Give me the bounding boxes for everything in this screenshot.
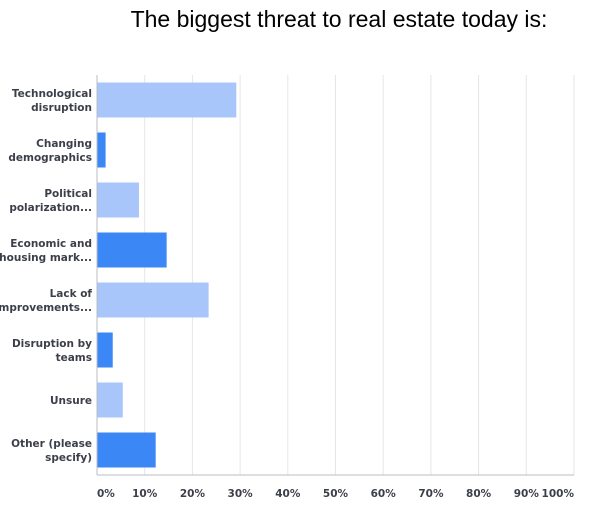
category-label: Changing demographics — [8, 138, 92, 164]
category-label: Unsure — [50, 395, 92, 407]
category-label: Other (please specify) — [11, 438, 92, 464]
category-label-line: Disruption by — [12, 338, 92, 350]
x-tick-label: 40% — [275, 488, 301, 500]
category-label-line: Political — [44, 188, 92, 200]
x-tick-labels: 0% 10% 20% 30% 40% 50% 60% 70% 80% 90% 100% — [97, 488, 574, 500]
category-label-line: Lack of — [50, 288, 93, 300]
bar — [97, 232, 167, 268]
category-labels: Technological disruption Changing demograph… — [0, 88, 92, 464]
bar — [97, 432, 156, 468]
category-label-line: disruption — [31, 102, 92, 114]
category-label-line: teams — [56, 352, 92, 364]
x-tick-label: 80% — [466, 488, 492, 500]
x-tick-label: 10% — [132, 488, 158, 500]
bar — [97, 132, 106, 168]
x-tick-label: 30% — [228, 488, 254, 500]
bar — [97, 282, 209, 318]
category-label-line: Unsure — [50, 395, 92, 407]
chart-title: The biggest threat to real estate today … — [130, 6, 548, 32]
category-label-line: Technological — [12, 88, 92, 100]
bar — [97, 332, 113, 368]
category-label-line: Changing — [36, 138, 92, 150]
category-label: Disruption by teams — [12, 338, 92, 364]
category-label-line: demographics — [8, 152, 92, 164]
bar — [97, 82, 237, 118]
category-label-line: specify) — [45, 452, 92, 464]
bar — [97, 182, 139, 218]
category-label-line: Other (please — [11, 438, 92, 450]
x-tick-label: 0% — [97, 488, 115, 500]
x-tick-label: 60% — [371, 488, 397, 500]
axes — [96, 75, 574, 476]
x-tick-label: 70% — [418, 488, 444, 500]
x-tick-label: 90% — [514, 488, 540, 500]
bars — [97, 82, 237, 468]
category-label-line: polarization... — [9, 202, 92, 214]
grid-lines — [144, 75, 575, 475]
bar — [97, 382, 123, 418]
x-tick-label: 100% — [542, 488, 575, 500]
category-label: Lack of improvements... — [0, 288, 92, 314]
category-label-line: Economic and — [10, 238, 92, 250]
x-tick-label: 20% — [180, 488, 206, 500]
category-label: Political polarization... — [9, 188, 92, 214]
category-label-line: housing mark... — [0, 252, 92, 264]
category-label: Technological disruption — [12, 88, 92, 114]
x-tick-label: 50% — [323, 488, 349, 500]
category-label-line: improvements... — [0, 302, 92, 314]
category-label: Economic and housing mark... — [0, 238, 92, 264]
